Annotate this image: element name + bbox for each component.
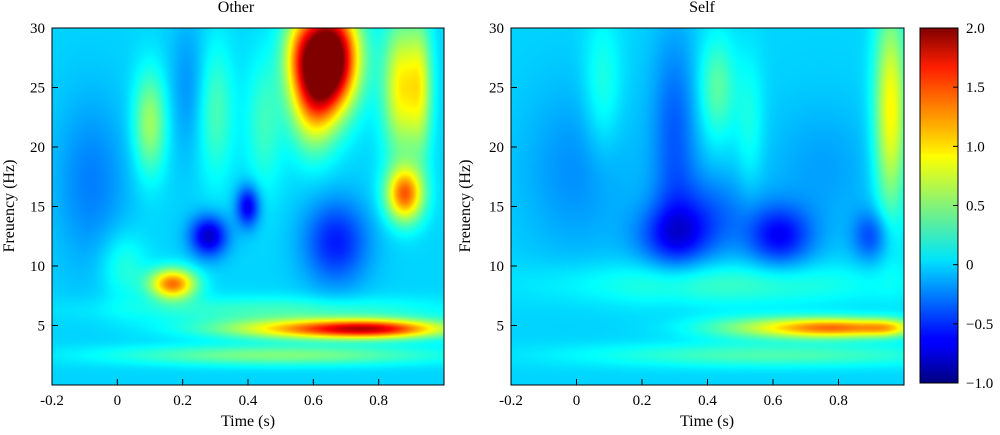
y-tick-label: 20 (30, 140, 45, 156)
y-tick-label: 25 (30, 81, 45, 97)
colorbar-tick-label: 1.0 (966, 139, 985, 155)
y-tick-label: 5 (497, 319, 505, 335)
y-tick-label: 10 (30, 259, 45, 275)
x-tick-label: 0.4 (239, 393, 258, 409)
y-tick-label: 20 (489, 140, 504, 156)
panel-self-title: Self (689, 0, 715, 16)
x-tick-label: 0.8 (829, 393, 848, 409)
x-tick-label: 0.2 (173, 393, 192, 409)
colorbar-ticks: 2.0 1.5 1.0 0.5 0 −0.5 −1.0 (953, 21, 993, 392)
y-tick-label: 15 (489, 200, 504, 216)
colorbar-tick-label: 0.5 (966, 199, 985, 215)
panel-other: Other -0.2 0 0.2 0.4 0.6 0.8 5 10 15 20 25 30 Time … (1, 0, 445, 430)
x-tick-label: 0 (573, 393, 581, 409)
colorbar: 2.0 1.5 1.0 0.5 0 −0.5 −1.0 (919, 21, 993, 392)
panel-other-heatmap (52, 28, 444, 385)
y-tick-label: 5 (38, 319, 46, 335)
x-tick-label: -0.2 (40, 393, 64, 409)
panel-other-title: Other (218, 0, 255, 16)
panel-self-ticks: -0.2 0 0.2 0.4 0.6 0.8 5 10 15 20 25 30 (489, 21, 848, 409)
x-tick-label: 0 (114, 393, 122, 409)
panel-self-heatmap-container (511, 28, 904, 385)
y-tick-label: 30 (489, 21, 504, 37)
panel-self-heatmap (511, 28, 904, 385)
y-tick-label: 15 (30, 200, 45, 216)
colorbar-tick-label: −1.0 (966, 376, 993, 392)
panel-self: Self -0.2 0 0.2 0.4 0.6 0.8 5 10 15 20 25 30 Time (… (457, 0, 905, 430)
x-tick-label: 0.2 (633, 393, 652, 409)
panel-other-xlabel: Time (s) (221, 413, 275, 430)
colorbar-tick-label: 1.5 (966, 80, 985, 96)
panel-other-ylabel: Freuency (Hz) (1, 160, 18, 253)
colorbar-tick-label: 0 (966, 258, 974, 274)
panel-other-ticks: -0.2 0 0.2 0.4 0.6 0.8 5 10 15 20 25 30 (30, 21, 388, 409)
colorbar-tick-label: −0.5 (966, 317, 993, 333)
panel-self-ylabel: Freuency (Hz) (457, 160, 474, 253)
panel-other-heatmap-container (52, 28, 444, 385)
x-tick-label: 0.6 (764, 393, 783, 409)
x-tick-label: -0.2 (499, 393, 523, 409)
y-tick-label: 30 (30, 21, 45, 37)
y-tick-label: 10 (489, 259, 504, 275)
x-tick-label: 0.6 (304, 393, 323, 409)
colorbar-tick-label: 2.0 (966, 21, 985, 37)
y-tick-label: 25 (489, 81, 504, 97)
x-tick-label: 0.8 (369, 393, 388, 409)
panel-self-xlabel: Time (s) (680, 413, 734, 430)
x-tick-label: 0.4 (698, 393, 717, 409)
colorbar-gradient (920, 28, 958, 383)
